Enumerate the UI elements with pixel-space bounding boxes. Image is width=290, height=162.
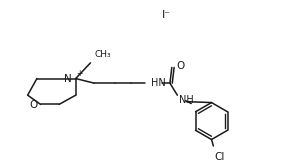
- Text: I⁻: I⁻: [162, 10, 171, 20]
- Text: CH₃: CH₃: [94, 50, 111, 59]
- Text: O: O: [176, 61, 185, 71]
- Text: +: +: [77, 69, 83, 78]
- Text: NH: NH: [179, 95, 194, 105]
- Text: Cl: Cl: [214, 152, 225, 162]
- Text: HN: HN: [151, 78, 166, 88]
- Text: N: N: [64, 74, 72, 84]
- Text: O: O: [30, 100, 38, 110]
